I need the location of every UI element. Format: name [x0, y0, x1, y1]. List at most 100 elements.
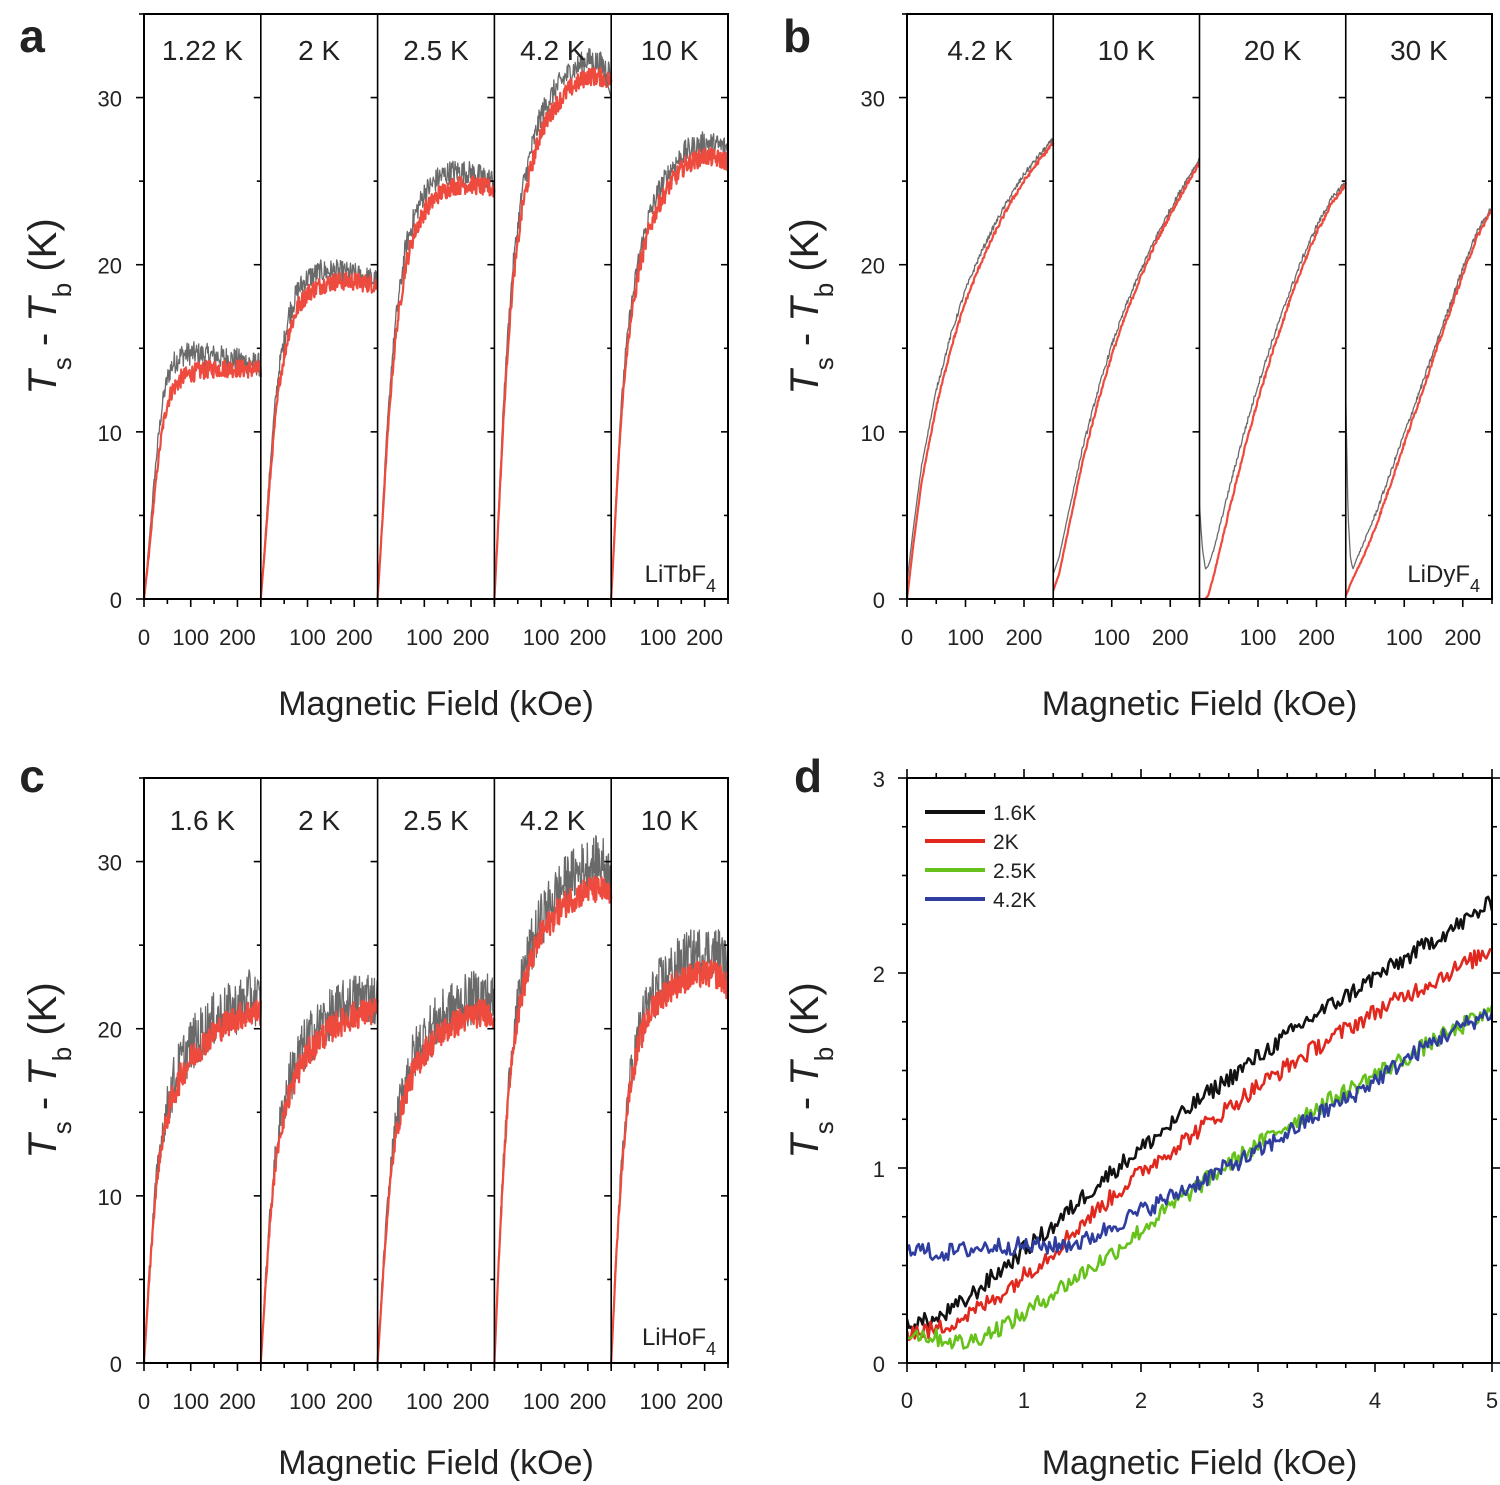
series-gray-line	[493, 47, 612, 599]
series-red-line	[1052, 161, 1201, 591]
subplot-temp-label: 4.2 K	[520, 805, 586, 836]
x-tick-label: 100	[1386, 625, 1423, 650]
series-red-line	[144, 359, 262, 599]
x-tick-label: 100	[289, 1389, 326, 1414]
y-tick-label: 30	[861, 87, 885, 112]
x-tick-label: 200	[1152, 625, 1189, 650]
y-axis-title: Ts - Tb (K)	[21, 218, 77, 394]
panel-label: b	[783, 10, 811, 62]
y-tick-label: 3	[873, 767, 885, 792]
x-tick-label: 100	[640, 1389, 677, 1414]
x-axis-title: Magnetic Field (kOe)	[278, 1444, 594, 1482]
legend-label: 2K	[993, 831, 1019, 854]
panel-label: a	[19, 10, 45, 62]
series-gray-line	[907, 137, 1054, 583]
y-tick-label: 2	[873, 962, 885, 987]
y-tick-label: 30	[98, 87, 122, 112]
x-tick-label: 100	[406, 625, 443, 650]
subplot-temp-label: 2.5 K	[403, 805, 469, 836]
x-tick-label: 100	[406, 1389, 443, 1414]
series-red-line	[493, 875, 613, 1363]
subplot-temp-label: 10 K	[1098, 35, 1156, 66]
x-tick-label: 200	[686, 625, 723, 650]
x-tick-label: 0	[901, 1388, 913, 1413]
y-tick-label: 1	[873, 1157, 885, 1182]
y-tick-label: 10	[98, 421, 122, 446]
series-red-line	[376, 175, 496, 599]
series-gray-line	[376, 160, 496, 599]
subplot-temp-label: 4.2 K	[520, 35, 586, 66]
series-gray-line	[144, 969, 262, 1363]
x-tick-label: 100	[523, 1389, 560, 1414]
subplot-temp-label: 4.2 K	[947, 35, 1013, 66]
legend-label: 1.6K	[993, 802, 1036, 825]
material-label: LiTbF4	[645, 561, 716, 596]
y-tick-label: 10	[861, 421, 885, 446]
x-tick-label: 100	[1093, 625, 1130, 650]
x-tick-label: 100	[1240, 625, 1277, 650]
y-tick-label: 20	[98, 254, 122, 279]
x-tick-label: 200	[336, 625, 373, 650]
x-tick-label: 100	[947, 625, 984, 650]
x-tick-label: 200	[219, 625, 256, 650]
x-tick-label: 200	[569, 625, 606, 650]
x-tick-label: 200	[1006, 625, 1043, 650]
series-red-line	[493, 67, 613, 599]
x-tick-label: 4	[1369, 1388, 1381, 1413]
y-tick-label: 20	[98, 1018, 122, 1043]
x-tick-label: 200	[1444, 625, 1481, 650]
x-axis-title: Magnetic Field (kOe)	[278, 685, 594, 723]
subplot-temp-label: 2 K	[298, 35, 340, 66]
series-red-line	[1344, 209, 1492, 597]
subplot-temp-label: 1.6 K	[170, 805, 236, 836]
x-tick-label: 5	[1486, 1388, 1498, 1413]
series-gray-line	[1198, 181, 1347, 570]
series-red-line	[376, 998, 496, 1363]
x-tick-label: 2	[1135, 1388, 1147, 1413]
plot-frame	[143, 13, 729, 600]
y-tick-label: 10	[98, 1185, 122, 1210]
x-tick-label: 0	[138, 1389, 150, 1414]
plot-frame	[143, 777, 729, 1364]
x-tick-label: 100	[523, 625, 560, 650]
panel-d: d 0 1 2 3 4 5 0 1 2 3 1.6K 2K 2.5K 4.2K Magnetic Field …	[783, 750, 1500, 1482]
subplot-temp-label: 2.5 K	[403, 35, 469, 66]
x-axis-title: Magnetic Field (kOe)	[1042, 1444, 1358, 1482]
plot-area	[144, 47, 728, 599]
series-red-line	[907, 140, 1055, 599]
subplot-temp-label: 30 K	[1390, 35, 1448, 66]
series-gray-line	[144, 341, 262, 599]
plot-area	[144, 835, 728, 1363]
y-tick-label: 20	[861, 254, 885, 279]
series-red-line	[610, 959, 728, 1363]
series-gray-line	[610, 131, 728, 599]
x-tick-label: 0	[901, 625, 913, 650]
x-tick-label: 200	[686, 1389, 723, 1414]
plot-area	[907, 137, 1492, 599]
panel-label: d	[794, 750, 822, 802]
series-red-line	[259, 997, 379, 1363]
plot-frame	[906, 13, 1493, 600]
series-gray-line	[601, 63, 612, 98]
series-line-1.6K	[907, 895, 1492, 1333]
legend: 1.6K 2K 2.5K 4.2K	[925, 802, 1036, 912]
x-axis-title: Magnetic Field (kOe)	[1042, 685, 1358, 723]
subplot-temp-label: 10 K	[641, 35, 699, 66]
x-tick-label: 0	[138, 625, 150, 650]
series-red-line	[259, 271, 379, 599]
series-gray-line	[610, 929, 728, 1363]
subplot-temp-label: 10 K	[641, 805, 699, 836]
y-tick-label: 0	[873, 588, 885, 613]
legend-label: 2.5K	[993, 860, 1036, 883]
subplot-temp-label: 20 K	[1244, 35, 1302, 66]
series-line-4.2K	[907, 1009, 1492, 1262]
y-tick-label: 30	[98, 851, 122, 876]
x-tick-label: 200	[336, 1389, 373, 1414]
y-axis-title: Ts - Tb (K)	[783, 218, 839, 394]
plot-area	[907, 895, 1492, 1350]
x-tick-label: 100	[172, 625, 209, 650]
